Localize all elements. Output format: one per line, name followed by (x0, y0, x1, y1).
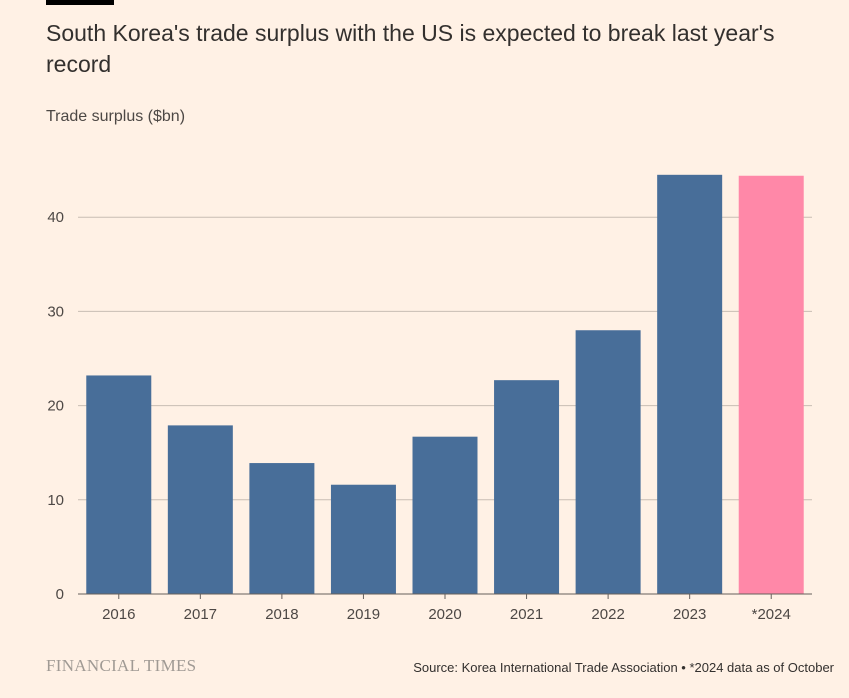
x-tick-label: 2023 (673, 606, 706, 623)
bar (657, 174, 723, 594)
bar (494, 380, 560, 594)
y-tick-label: 20 (47, 398, 64, 415)
x-tick-label: 2017 (184, 606, 217, 623)
x-tick-label: 2019 (347, 606, 380, 623)
ft-logo: FINANCIAL TIMES (46, 656, 197, 675)
chart-title: South Korea's trade surplus with the US … (46, 20, 775, 77)
source-note: Source: Korea International Trade Associ… (413, 660, 834, 675)
bar (330, 484, 396, 594)
y-axis-label: Trade surplus ($bn) (46, 108, 186, 125)
x-tick-label: 2022 (591, 606, 624, 623)
bar (575, 330, 641, 594)
bar (738, 175, 804, 594)
y-tick-label: 10 (47, 492, 64, 509)
bar (412, 436, 478, 594)
bar (86, 375, 152, 594)
x-tick-label: 2016 (102, 606, 135, 623)
y-tick-label: 0 (56, 586, 64, 603)
y-tick-label: 30 (47, 303, 64, 320)
y-tick-label: 40 (47, 209, 64, 226)
x-tick-label: 2021 (510, 606, 543, 623)
x-tick-label: 2020 (428, 606, 461, 623)
x-tick-label: *2024 (752, 606, 791, 623)
accent-bar (46, 0, 114, 5)
x-tick-label: 2018 (265, 606, 298, 623)
bar (249, 463, 315, 594)
bar (167, 425, 233, 594)
